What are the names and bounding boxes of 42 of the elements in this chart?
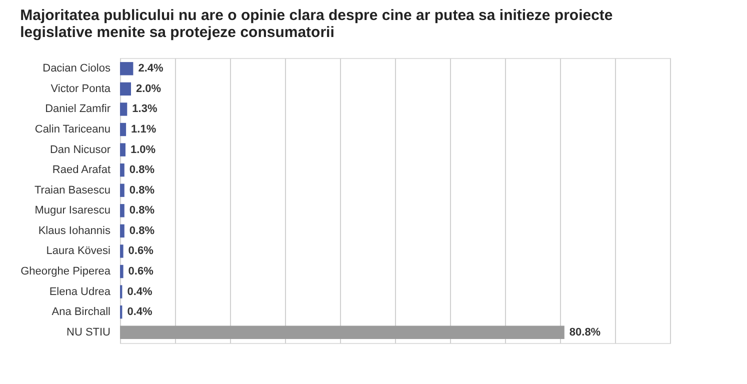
data-label: 0.8% [129,224,155,237]
y-tick-label: Raed Arafat [52,164,110,176]
data-label: 2.0% [136,82,162,95]
bar [120,244,124,258]
data-label: 0.4% [127,286,152,298]
bar [120,224,124,238]
y-tick-label: Ana Birchall [52,306,110,318]
y-tick-label: Elena Udrea [49,286,112,298]
data-label: 1.3% [132,103,158,116]
data-label: 0.6% [128,245,154,258]
data-label: 0.6% [128,265,154,278]
y-tick-label: Laura Kövesi [46,245,110,258]
bar [120,102,128,116]
y-tick-label: Traian Basescu [34,184,110,196]
y-tick-label: Daniel Zamfir [45,103,111,116]
text: Majoritatea publicului nu are o opinie clara despre cine ar putea sa initieze proiecte [20,7,613,24]
data-label: 80.8% [569,326,601,338]
text: legislative menite sa protejeze consumatorii [20,24,334,41]
bar [120,326,564,339]
data-label: 0.8% [129,204,155,217]
data-label: 0.4% [127,306,152,318]
y-tick-label: Dan Nicusor [50,144,111,156]
bar [120,143,126,156]
y-tick-label: Gheorghe Piperea [20,265,112,278]
bar [120,163,124,177]
y-tick-label: NU STIU [66,326,111,338]
y-tick-label: Calin Tariceanu [34,124,110,136]
y-tick-label: Dacian Ciolos [42,62,111,75]
bar [120,82,131,96]
bar [120,122,126,136]
data-label: 2.4% [138,62,164,75]
data-label: 0.8% [129,164,155,176]
bar [120,264,124,278]
bar [120,204,124,218]
data-label: 0.8% [129,184,155,196]
y-tick-label: Mugur Isarescu [34,204,110,217]
bar [120,62,134,76]
y-tick-label: Victor Ponta [50,82,112,95]
y-tick-label: Klaus Iohannis [38,224,111,237]
bar [120,184,124,197]
data-label: 1.0% [130,144,156,156]
data-label: 1.1% [131,124,156,136]
